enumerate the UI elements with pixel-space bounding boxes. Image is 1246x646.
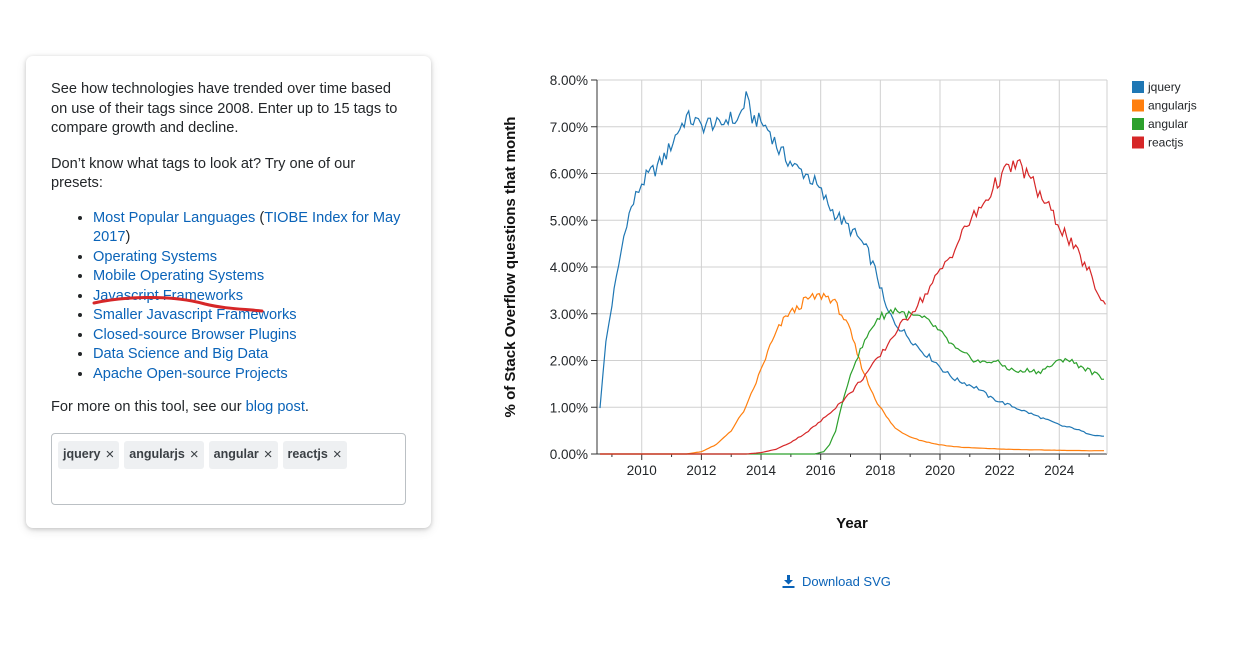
tag-label: angular xyxy=(213,446,259,461)
series-line-reactjs xyxy=(600,158,1107,455)
download-svg-button[interactable]: Download SVG xyxy=(782,574,891,589)
preset-link-most-popular-languages[interactable]: Most Popular Languages xyxy=(93,209,256,226)
preset-item: Closed-source Browser Plugins xyxy=(93,326,407,346)
preset-item: Apache Open-source Projects xyxy=(93,365,407,385)
more-info: For more on this tool, see our blog post… xyxy=(51,398,407,418)
x-tick-label: 2024 xyxy=(1044,463,1075,478)
presets-prompt: Don’t know what tags to look at? Try one… xyxy=(51,155,356,192)
legend-swatch-jquery xyxy=(1132,81,1144,93)
y-tick-label: 4.00% xyxy=(550,260,588,275)
legend-label-angular: angular xyxy=(1148,117,1188,131)
preset-item: Smaller Javascript Frameworks xyxy=(93,306,407,326)
tag-chip-angularjs: angularjs × xyxy=(124,440,204,469)
x-axis-title: Year xyxy=(836,515,868,532)
x-tick-label: 2010 xyxy=(627,463,657,478)
series-line-angular xyxy=(600,306,1105,455)
preset-paren-close: ) xyxy=(125,229,131,245)
legend-label-jquery: jquery xyxy=(1147,80,1181,94)
trend-chart: 0.00% 1.00% 2.00% 3.00% 4.00% 5.00% 6.00% 7.00%… xyxy=(502,73,1197,532)
preset-item: Operating Systems xyxy=(93,248,407,268)
y-tick-label: 0.00% xyxy=(550,447,588,462)
tag-label: angularjs xyxy=(129,446,185,461)
download-icon xyxy=(782,575,795,588)
y-tick-label: 6.00% xyxy=(550,167,588,182)
tag-chip-reactjs: reactjs × xyxy=(282,440,347,469)
remove-tag-icon[interactable]: × xyxy=(105,445,115,463)
legend-label-reactjs: reactjs xyxy=(1148,136,1183,150)
x-tick-label: 2012 xyxy=(686,463,716,478)
remove-tag-icon[interactable]: × xyxy=(332,445,342,463)
tag-input[interactable]: jquery × angularjs × angular × reactjs × xyxy=(51,432,406,505)
tag-label: reactjs xyxy=(287,446,328,461)
preset-link-data-science[interactable]: Data Science and Big Data xyxy=(93,346,269,362)
legend-label-angularjs: angularjs xyxy=(1148,99,1197,113)
info-panel: See how technologies have trended over t… xyxy=(26,56,431,528)
y-axis-title: % of Stack Overflow questions that month xyxy=(502,117,519,418)
preset-link-closed-source-browser-plugins[interactable]: Closed-source Browser Plugins xyxy=(93,326,297,343)
remove-tag-icon[interactable]: × xyxy=(263,445,273,463)
x-tick-label: 2016 xyxy=(806,463,836,478)
y-tick-label: 1.00% xyxy=(550,400,588,415)
tag-label: jquery xyxy=(63,446,101,461)
x-tick-label: 2022 xyxy=(985,463,1015,478)
x-tick-label: 2020 xyxy=(925,463,955,478)
preset-link-tiobe-index[interactable]: TIOBE Index for May 2017 xyxy=(93,209,401,246)
more-info-suffix: . xyxy=(304,399,309,415)
series-line-jquery xyxy=(599,91,1105,437)
preset-item: Mobile Operating Systems xyxy=(93,267,407,287)
tag-chip-angular: angular × xyxy=(208,440,278,469)
x-tick-label: 2014 xyxy=(746,463,777,478)
preset-item: Most Popular Languages (TIOBE Index for … xyxy=(93,209,407,248)
preset-paren-open: ( xyxy=(255,209,265,226)
preset-item: Javascript Frameworks xyxy=(93,287,407,307)
preset-link-operating-systems[interactable]: Operating Systems xyxy=(93,248,218,265)
intro-text: See how technologies have trended over t… xyxy=(51,81,398,136)
legend-swatch-angularjs xyxy=(1132,99,1144,112)
remove-tag-icon[interactable]: × xyxy=(189,445,199,463)
y-tick-label: 3.00% xyxy=(550,307,588,322)
preset-link-smaller-javascript-frameworks[interactable]: Smaller Javascript Frameworks xyxy=(93,307,297,323)
y-tick-label: 5.00% xyxy=(550,213,588,228)
x-tick-label: 2018 xyxy=(865,463,895,478)
preset-item: Data Science and Big Data xyxy=(93,345,407,365)
y-tick-label: 2.00% xyxy=(550,354,588,369)
y-tick-label: 7.00% xyxy=(550,120,588,135)
download-label: Download SVG xyxy=(802,574,891,589)
series-line-angularjs xyxy=(600,292,1104,455)
preset-link-mobile-operating-systems[interactable]: Mobile Operating Systems xyxy=(93,268,265,284)
tag-chip-jquery: jquery × xyxy=(58,440,120,469)
legend-swatch-angular xyxy=(1132,118,1144,130)
legend-swatch-reactjs xyxy=(1132,136,1144,149)
preset-list: Most Popular Languages (TIOBE Index for … xyxy=(51,209,407,385)
more-info-prefix: For more on this tool, see our xyxy=(51,399,246,415)
preset-link-javascript-frameworks[interactable]: Javascript Frameworks xyxy=(93,287,244,304)
blog-post-link[interactable]: blog post xyxy=(245,399,305,415)
preset-link-apache-projects[interactable]: Apache Open-source Projects xyxy=(93,365,288,382)
y-tick-label: 8.00% xyxy=(550,73,588,88)
